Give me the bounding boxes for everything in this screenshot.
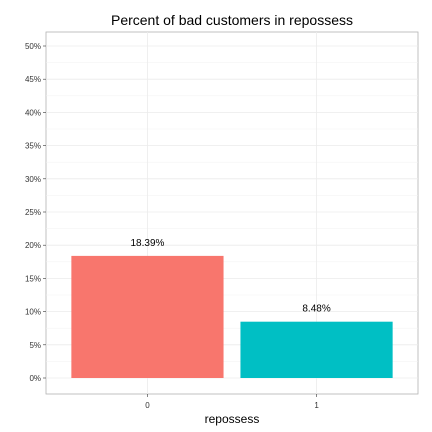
y-tick-label: 15%	[25, 274, 41, 283]
chart-title: Percent of bad customers in repossess	[111, 12, 353, 28]
bar-value-label: 8.48%	[302, 304, 330, 315]
bar-value-labels: 18.39% 8.48%	[130, 238, 330, 315]
x-axis-title: repossess	[205, 412, 260, 426]
bar-value-label: 18.39%	[130, 238, 164, 249]
y-axis-ticks: 0% 5% 10% 15% 20% 25% 30% 35% 40% 45% 50%	[25, 42, 46, 383]
bar-0	[71, 255, 224, 378]
y-tick-label: 10%	[25, 308, 41, 317]
x-tick-label: 1	[314, 401, 319, 410]
y-tick-label: 30%	[25, 175, 41, 184]
y-tick-label: 45%	[25, 75, 41, 84]
bar-1	[240, 321, 393, 378]
y-tick-label: 20%	[25, 241, 41, 250]
y-tick-label: 40%	[25, 108, 41, 117]
y-tick-label: 5%	[29, 341, 41, 350]
y-tick-label: 35%	[25, 142, 41, 151]
y-tick-label: 25%	[25, 208, 41, 217]
x-tick-label: 0	[145, 401, 150, 410]
y-tick-label: 0%	[29, 374, 41, 383]
y-tick-label: 50%	[25, 42, 41, 51]
bars	[71, 255, 393, 378]
